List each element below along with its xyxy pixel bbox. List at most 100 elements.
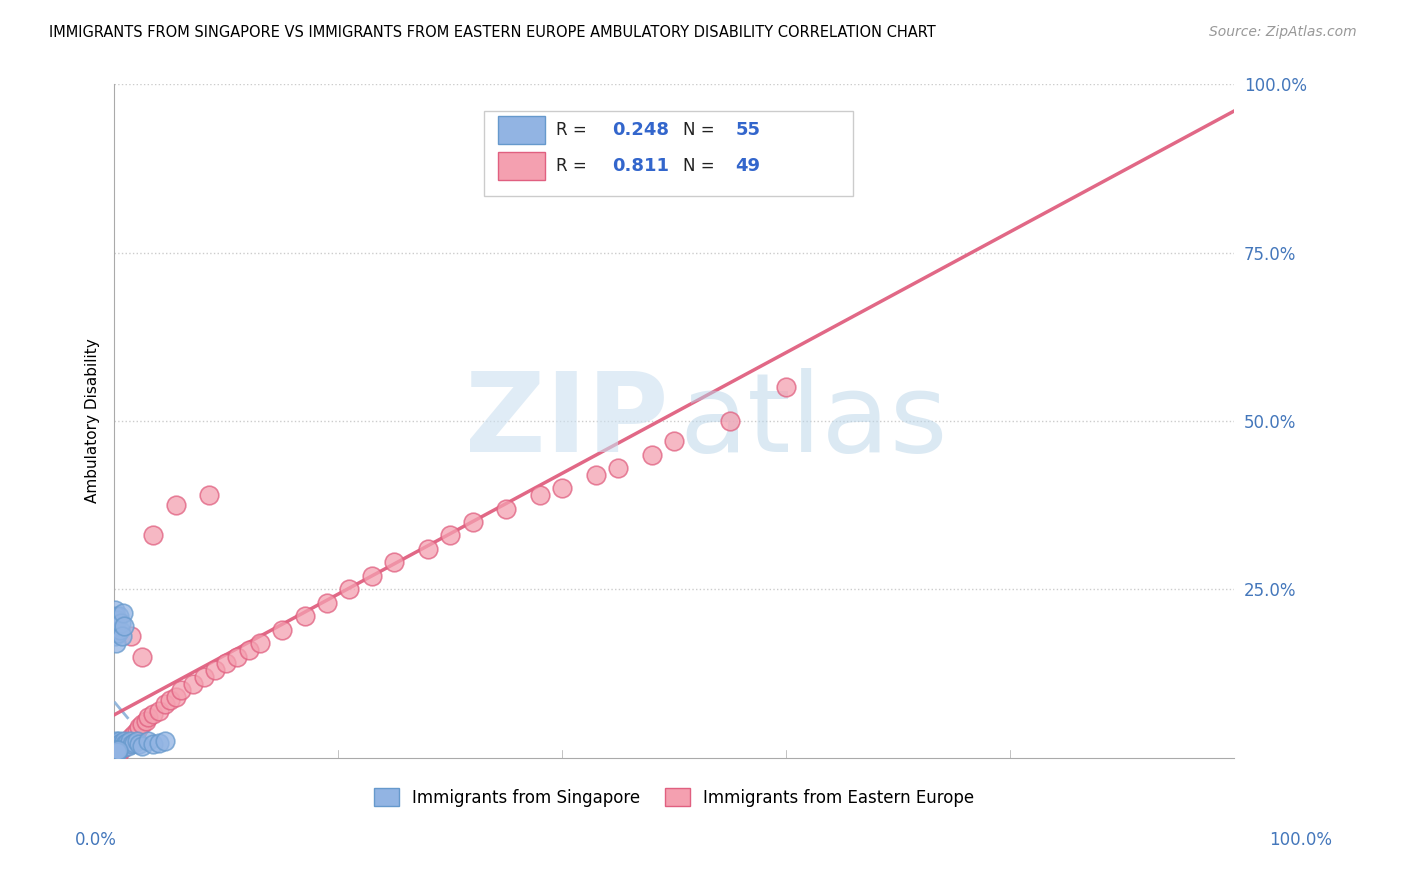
Point bbox=[108, 744, 131, 758]
Point bbox=[461, 515, 484, 529]
Point bbox=[115, 736, 138, 750]
Point bbox=[107, 747, 129, 762]
Point bbox=[125, 723, 148, 738]
Point bbox=[105, 745, 128, 759]
Point bbox=[104, 615, 127, 630]
Point bbox=[104, 739, 127, 753]
Point bbox=[831, 178, 853, 193]
Point bbox=[238, 643, 260, 657]
Point bbox=[529, 488, 551, 502]
Point bbox=[142, 737, 165, 751]
Point bbox=[159, 693, 181, 707]
Point bbox=[551, 481, 574, 495]
Text: 55: 55 bbox=[735, 121, 761, 139]
Point bbox=[108, 734, 131, 748]
Point bbox=[662, 434, 685, 449]
Point bbox=[105, 742, 128, 756]
FancyBboxPatch shape bbox=[484, 112, 853, 195]
Point bbox=[416, 541, 439, 556]
Point bbox=[148, 704, 170, 718]
Point bbox=[107, 739, 129, 753]
Point bbox=[120, 731, 142, 745]
Point bbox=[121, 737, 143, 751]
Point bbox=[104, 737, 127, 751]
Point bbox=[114, 737, 136, 751]
Point bbox=[204, 663, 226, 677]
Point bbox=[249, 636, 271, 650]
Point bbox=[104, 602, 127, 616]
Point bbox=[271, 623, 294, 637]
Point bbox=[337, 582, 360, 597]
Point bbox=[128, 737, 150, 751]
Point bbox=[193, 670, 215, 684]
Point bbox=[495, 501, 517, 516]
Point bbox=[104, 630, 127, 644]
Point bbox=[120, 630, 142, 644]
Point bbox=[124, 727, 146, 741]
Legend: Immigrants from Singapore, Immigrants from Eastern Europe: Immigrants from Singapore, Immigrants fr… bbox=[367, 781, 981, 814]
Point bbox=[108, 737, 131, 751]
Point bbox=[111, 740, 134, 755]
Point bbox=[585, 467, 607, 482]
Point bbox=[170, 683, 193, 698]
Point bbox=[131, 717, 153, 731]
Point bbox=[148, 736, 170, 750]
Text: atlas: atlas bbox=[679, 368, 948, 475]
Point bbox=[112, 606, 135, 620]
Point bbox=[104, 742, 127, 756]
Text: IMMIGRANTS FROM SINGAPORE VS IMMIGRANTS FROM EASTERN EUROPE AMBULATORY DISABILIT: IMMIGRANTS FROM SINGAPORE VS IMMIGRANTS … bbox=[49, 25, 936, 40]
Point bbox=[153, 734, 176, 748]
Point bbox=[112, 740, 135, 755]
Point bbox=[111, 630, 134, 644]
Point bbox=[136, 710, 159, 724]
Point bbox=[136, 734, 159, 748]
Point bbox=[112, 739, 135, 753]
Text: R =: R = bbox=[557, 157, 592, 175]
Text: 100.0%: 100.0% bbox=[1270, 831, 1331, 849]
Point bbox=[108, 623, 131, 637]
Point bbox=[198, 488, 221, 502]
Point bbox=[131, 649, 153, 664]
Point bbox=[112, 619, 135, 633]
Point bbox=[124, 736, 146, 750]
Text: 49: 49 bbox=[735, 157, 761, 175]
Point bbox=[153, 697, 176, 711]
Point bbox=[107, 740, 129, 755]
Point bbox=[718, 414, 741, 428]
Text: R =: R = bbox=[557, 121, 592, 139]
Point bbox=[104, 745, 127, 759]
Text: ZIP: ZIP bbox=[465, 368, 668, 475]
Point bbox=[382, 556, 405, 570]
Point bbox=[165, 498, 187, 512]
Text: 0.811: 0.811 bbox=[613, 157, 669, 175]
Point bbox=[105, 619, 128, 633]
Point bbox=[439, 528, 461, 542]
Point bbox=[105, 737, 128, 751]
Point bbox=[165, 690, 187, 704]
Point bbox=[104, 623, 127, 637]
Point bbox=[104, 744, 127, 758]
Point bbox=[118, 734, 141, 748]
Point bbox=[135, 714, 157, 728]
Point bbox=[110, 739, 132, 753]
Point bbox=[142, 528, 165, 542]
Point bbox=[316, 596, 339, 610]
Point bbox=[110, 615, 132, 630]
Point bbox=[128, 720, 150, 734]
Point bbox=[117, 734, 139, 748]
Point bbox=[104, 740, 127, 755]
Point bbox=[107, 609, 129, 624]
Y-axis label: Ambulatory Disability: Ambulatory Disability bbox=[86, 339, 100, 503]
Point bbox=[360, 569, 382, 583]
Point bbox=[112, 734, 135, 748]
Point bbox=[142, 706, 165, 721]
FancyBboxPatch shape bbox=[498, 116, 546, 145]
Point bbox=[640, 448, 662, 462]
Point bbox=[181, 676, 204, 690]
Point bbox=[105, 740, 128, 755]
Text: N =: N = bbox=[683, 157, 720, 175]
Point bbox=[105, 739, 128, 753]
Point bbox=[226, 649, 249, 664]
Point bbox=[105, 613, 128, 627]
Point bbox=[775, 380, 797, 394]
